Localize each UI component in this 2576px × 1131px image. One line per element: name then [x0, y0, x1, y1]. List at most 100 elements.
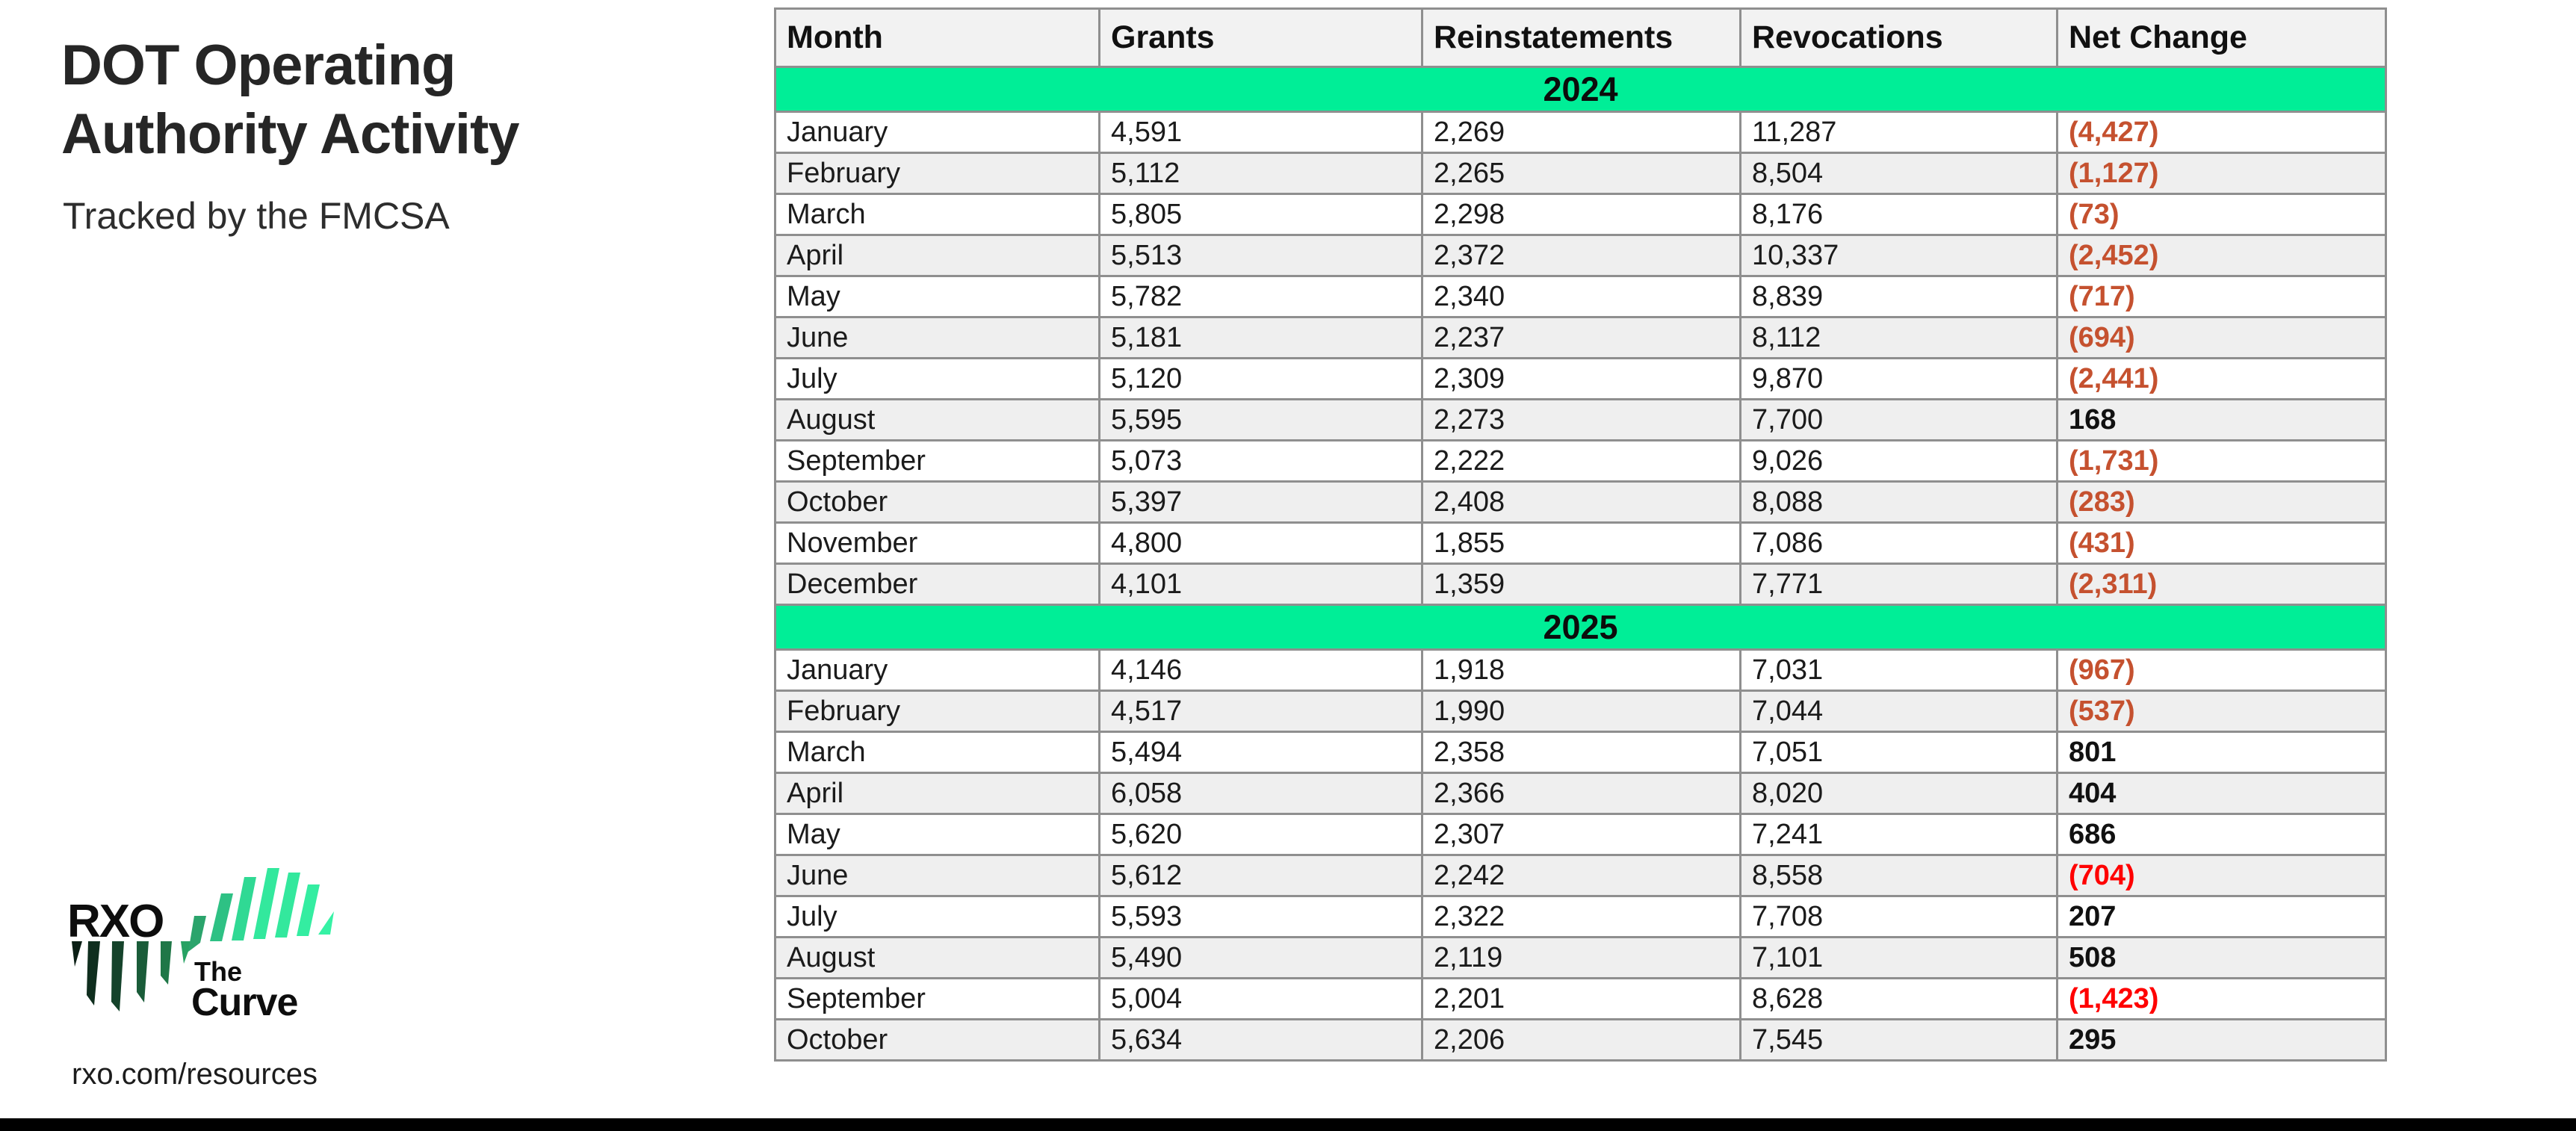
logo-tagline-the: The: [194, 956, 243, 987]
cell-reinstatements: 2,340: [1421, 275, 1741, 318]
cell-grants: 5,112: [1098, 152, 1423, 195]
table-row: March 5,805 2,298 8,176 (73): [774, 193, 2387, 236]
table-row: June 5,181 2,237 8,112 (694): [774, 316, 2387, 359]
cell-grants: 6,058: [1098, 772, 1423, 815]
bottom-black-bar: [0, 1118, 2576, 1131]
cell-grants: 5,620: [1098, 813, 1423, 856]
cell-revocations: 8,112: [1739, 316, 2058, 359]
cell-reinstatements: 1,918: [1421, 648, 1741, 692]
cell-reinstatements: 2,408: [1421, 480, 1741, 524]
cell-net-change: (537): [2056, 690, 2387, 733]
cell-month: October: [774, 1018, 1100, 1062]
col-header-net-change: Net Change: [2056, 7, 2387, 68]
cell-net-change: (1,127): [2056, 152, 2387, 195]
cell-grants: 5,595: [1098, 398, 1423, 441]
cell-revocations: 7,044: [1739, 690, 2058, 733]
cell-revocations: 8,628: [1739, 977, 2058, 1020]
cell-revocations: 7,031: [1739, 648, 2058, 692]
cell-revocations: 8,504: [1739, 152, 2058, 195]
cell-net-change: (4,427): [2056, 111, 2387, 154]
cell-month: November: [774, 521, 1100, 565]
cell-reinstatements: 2,119: [1421, 936, 1741, 979]
table-row: February 5,112 2,265 8,504 (1,127): [774, 152, 2387, 195]
cell-net-change: (717): [2056, 275, 2387, 318]
cell-grants: 4,101: [1098, 563, 1423, 606]
cell-revocations: 8,839: [1739, 275, 2058, 318]
cell-revocations: 7,708: [1739, 895, 2058, 938]
cell-reinstatements: 2,307: [1421, 813, 1741, 856]
cell-reinstatements: 2,242: [1421, 854, 1741, 897]
cell-reinstatements: 2,298: [1421, 193, 1741, 236]
cell-month: January: [774, 648, 1100, 692]
cell-month: February: [774, 152, 1100, 195]
table-row: February 4,517 1,990 7,044 (537): [774, 690, 2387, 733]
curve-stripes-icon: [72, 868, 334, 1011]
table-row: July 5,593 2,322 7,708 207: [774, 895, 2387, 938]
cell-revocations: 9,870: [1739, 357, 2058, 400]
cell-net-change: (1,731): [2056, 439, 2387, 483]
page-title-line-1: DOT Operating: [61, 34, 456, 97]
cell-net-change: (2,311): [2056, 563, 2387, 606]
cell-month: January: [774, 111, 1100, 154]
year-band-label: 2025: [774, 604, 2387, 651]
cell-reinstatements: 1,359: [1421, 563, 1741, 606]
page-subtitle: Tracked by the FMCSA: [63, 195, 450, 237]
cell-grants: 4,591: [1098, 111, 1423, 154]
year-band-row: 2025: [774, 604, 2387, 651]
cell-net-change: (967): [2056, 648, 2387, 692]
cell-reinstatements: 2,206: [1421, 1018, 1741, 1062]
col-header-reinstatements: Reinstatements: [1421, 7, 1741, 68]
cell-net-change: 295: [2056, 1018, 2387, 1062]
cell-grants: 5,612: [1098, 854, 1423, 897]
cell-net-change: 168: [2056, 398, 2387, 441]
cell-reinstatements: 2,358: [1421, 731, 1741, 774]
page-title-line-2: Authority Activity: [61, 102, 520, 166]
table-body: 2024 January 4,591 2,269 11,287 (4,427) Februa…: [774, 66, 2387, 1062]
cell-month: March: [774, 193, 1100, 236]
table-row: April 6,058 2,366 8,020 404: [774, 772, 2387, 815]
cell-month: April: [774, 772, 1100, 815]
cell-month: June: [774, 316, 1100, 359]
cell-grants: 5,490: [1098, 936, 1423, 979]
cell-revocations: 9,026: [1739, 439, 2058, 483]
table-row: January 4,591 2,269 11,287 (4,427): [774, 111, 2387, 154]
cell-month: April: [774, 234, 1100, 277]
cell-reinstatements: 2,372: [1421, 234, 1741, 277]
cell-grants: 5,513: [1098, 234, 1423, 277]
cell-month: August: [774, 936, 1100, 979]
cell-month: September: [774, 977, 1100, 1020]
cell-grants: 5,181: [1098, 316, 1423, 359]
cell-grants: 5,494: [1098, 731, 1423, 774]
cell-reinstatements: 2,273: [1421, 398, 1741, 441]
cell-grants: 4,800: [1098, 521, 1423, 565]
cell-net-change: (2,441): [2056, 357, 2387, 400]
table-row: December 4,101 1,359 7,771 (2,311): [774, 563, 2387, 606]
cell-net-change: (2,452): [2056, 234, 2387, 277]
title-block: DOT Operating Authority Activity: [61, 31, 520, 169]
col-header-grants: Grants: [1098, 7, 1423, 68]
cell-revocations: 7,771: [1739, 563, 2058, 606]
cell-reinstatements: 2,322: [1421, 895, 1741, 938]
cell-month: May: [774, 275, 1100, 318]
cell-grants: 5,782: [1098, 275, 1423, 318]
cell-month: March: [774, 731, 1100, 774]
cell-reinstatements: 1,855: [1421, 521, 1741, 565]
cell-grants: 5,073: [1098, 439, 1423, 483]
cell-net-change: (283): [2056, 480, 2387, 524]
cell-revocations: 7,241: [1739, 813, 2058, 856]
cell-net-change: 508: [2056, 936, 2387, 979]
table-row: January 4,146 1,918 7,031 (967): [774, 648, 2387, 692]
cell-grants: 5,593: [1098, 895, 1423, 938]
rxo-logo-text: RXO: [67, 896, 164, 947]
cell-net-change: 404: [2056, 772, 2387, 815]
table-row: September 5,073 2,222 9,026 (1,731): [774, 439, 2387, 483]
activity-table: Month Grants Reinstatements Revocations …: [774, 7, 2387, 1062]
cell-revocations: 7,086: [1739, 521, 2058, 565]
cell-month: October: [774, 480, 1100, 524]
cell-reinstatements: 2,222: [1421, 439, 1741, 483]
cell-grants: 5,004: [1098, 977, 1423, 1020]
resources-url: rxo.com/resources: [72, 1058, 318, 1091]
cell-month: December: [774, 563, 1100, 606]
table-row: November 4,800 1,855 7,086 (431): [774, 521, 2387, 565]
cell-net-change: (694): [2056, 316, 2387, 359]
